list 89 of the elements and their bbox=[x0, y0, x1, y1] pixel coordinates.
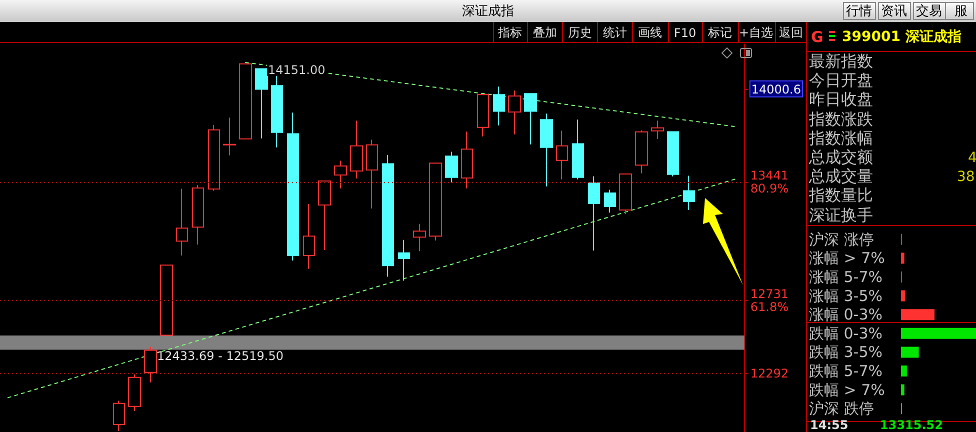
y-tick-label: 13441 80.9% bbox=[750, 168, 789, 196]
text: 深证换手 bbox=[809, 205, 873, 226]
candlestick bbox=[651, 120, 664, 140]
bar bbox=[901, 309, 935, 320]
candlestick bbox=[524, 93, 537, 145]
text: 历史 bbox=[568, 24, 592, 42]
bar bbox=[901, 384, 904, 396]
text: 深证成指 bbox=[462, 3, 514, 20]
text: 指数涨跌 bbox=[809, 109, 873, 130]
candlestick bbox=[477, 94, 489, 137]
text: 总成交量 bbox=[809, 166, 873, 187]
text: G bbox=[811, 28, 824, 46]
y-tick-label: 14000.6 bbox=[751, 82, 801, 96]
y-tick-label: 12731 61.8% bbox=[750, 286, 789, 314]
text: 画线 bbox=[638, 24, 662, 42]
text: 14:55 bbox=[810, 418, 848, 432]
y-tick-label: 跌幅 > 7% bbox=[809, 380, 885, 399]
text: 今日开盘 bbox=[809, 70, 873, 92]
annotation: 13315.52 bbox=[880, 418, 944, 432]
text: 交易 bbox=[916, 3, 942, 20]
candlestick bbox=[334, 160, 347, 189]
y-tick-label: 跌幅 5-7% bbox=[809, 362, 883, 380]
candlestick bbox=[128, 374, 141, 412]
candlestick bbox=[540, 113, 553, 187]
candlestick bbox=[619, 174, 632, 215]
text: 返回 bbox=[779, 24, 803, 42]
candlestick bbox=[192, 184, 204, 245]
text: 38 bbox=[957, 169, 975, 185]
text: 指标 bbox=[498, 24, 522, 42]
candlestick bbox=[508, 90, 521, 135]
candlestick bbox=[429, 162, 442, 241]
candlestick bbox=[318, 180, 331, 250]
candlestick bbox=[350, 120, 363, 179]
annotation: 14151.00 bbox=[268, 62, 326, 77]
candlestick bbox=[572, 119, 584, 180]
y-tick-label: 沪深 涨停 bbox=[809, 230, 874, 248]
bar bbox=[901, 366, 907, 376]
text: 叠加 bbox=[533, 24, 557, 42]
candlestick bbox=[366, 139, 378, 210]
candlestick bbox=[556, 130, 568, 180]
band-label: 12433.69 - 12519.50 bbox=[157, 348, 284, 363]
candlestick bbox=[604, 189, 616, 214]
candlestick bbox=[223, 117, 236, 156]
candlestick bbox=[208, 124, 220, 192]
bar bbox=[901, 346, 919, 358]
candlestick bbox=[113, 400, 125, 432]
y-tick-label: 沪深 跌停 bbox=[809, 400, 874, 418]
y-tick-label: 涨幅 0-3% bbox=[809, 306, 883, 324]
candlestick bbox=[239, 63, 252, 140]
text: F10 bbox=[674, 26, 696, 40]
candlestick bbox=[398, 239, 410, 282]
text: 统计 bbox=[603, 24, 627, 42]
candlestick bbox=[445, 151, 458, 183]
y-tick-label: 12292 bbox=[750, 366, 789, 380]
text: 服 bbox=[954, 3, 968, 20]
text: 4 bbox=[968, 150, 976, 166]
y-tick-label: 涨幅 > 7% bbox=[809, 249, 885, 268]
candlestick bbox=[144, 346, 157, 383]
candlestick bbox=[176, 188, 188, 256]
candlestick bbox=[683, 175, 695, 210]
y-tick-label: 跌幅 0-3% bbox=[809, 324, 883, 342]
text: 指数量比 bbox=[809, 186, 873, 207]
candlestick bbox=[160, 264, 173, 336]
candlestick bbox=[667, 131, 679, 177]
bar bbox=[901, 290, 905, 302]
text: 昨日收盘 bbox=[809, 90, 873, 111]
y-tick-label: 跌幅 3-5% bbox=[809, 343, 883, 362]
candlestick bbox=[382, 154, 394, 278]
candlestick bbox=[287, 112, 299, 261]
bar bbox=[901, 328, 976, 339]
text: 标记 bbox=[708, 24, 732, 42]
bar bbox=[901, 252, 904, 264]
text: +自选 bbox=[738, 24, 774, 42]
candlestick bbox=[588, 176, 600, 251]
candlestick bbox=[413, 223, 426, 252]
text: 最新指数 bbox=[809, 52, 873, 72]
text: 资讯 bbox=[881, 3, 907, 20]
text: 行情 bbox=[846, 3, 872, 20]
candlestick bbox=[461, 131, 473, 189]
candlestick bbox=[493, 86, 505, 126]
y-tick-label: 涨幅 3-5% bbox=[809, 286, 883, 305]
candlestick bbox=[271, 75, 283, 148]
candlestick bbox=[635, 130, 648, 174]
y-tick-label: 涨幅 5-7% bbox=[809, 268, 883, 286]
text: 399001 深证成指 bbox=[842, 28, 962, 46]
text: 总成交额 bbox=[809, 148, 873, 168]
candlestick bbox=[303, 203, 315, 270]
text: 指数涨幅 bbox=[809, 128, 873, 149]
candlestick bbox=[255, 68, 268, 139]
